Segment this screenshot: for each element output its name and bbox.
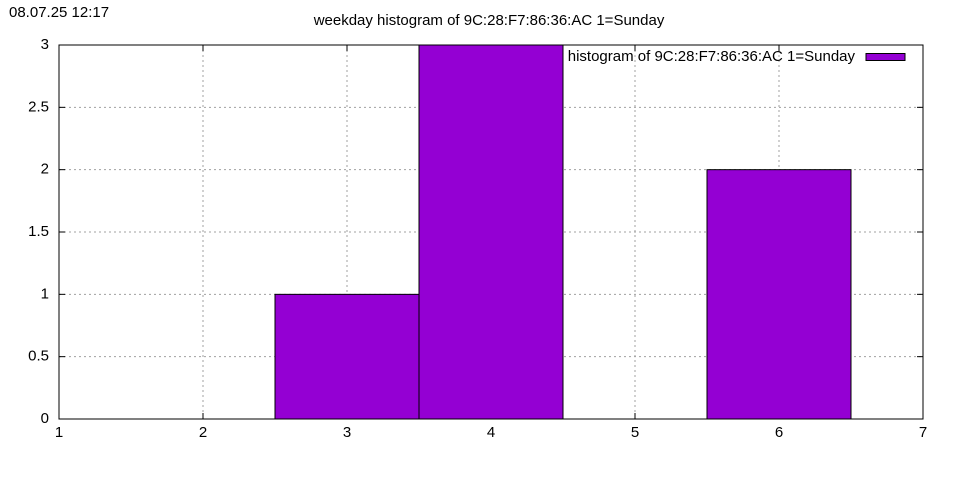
plot-border [58, 44, 924, 420]
legend-label: weekday histogram of 9C:28:F7:86:36:AC 1… [503, 48, 855, 65]
y-tick-label: 0.5 [28, 348, 49, 365]
x-tick-label: 1 [55, 424, 63, 441]
x-tick-label: 3 [343, 424, 351, 441]
legend-swatch [865, 53, 906, 61]
x-tick-label: 4 [487, 424, 495, 441]
bar [274, 293, 420, 420]
bar [418, 44, 564, 420]
timestamp: 08.07.25 12:17 [9, 4, 109, 21]
y-tick-label: 0 [41, 410, 49, 427]
bar [706, 169, 852, 420]
y-tick-label: 1 [41, 285, 49, 302]
x-tick-label: 2 [199, 424, 207, 441]
y-tick-label: 2.5 [28, 98, 49, 115]
y-tick-label: 2 [41, 161, 49, 178]
chart-title: weekday histogram of 9C:28:F7:86:36:AC 1… [313, 12, 665, 29]
x-tick-label: 6 [775, 424, 783, 441]
x-tick-label: 7 [919, 424, 927, 441]
y-tick-label: 3 [41, 36, 49, 53]
y-tick-label: 1.5 [28, 223, 49, 240]
x-tick-label: 5 [631, 424, 639, 441]
